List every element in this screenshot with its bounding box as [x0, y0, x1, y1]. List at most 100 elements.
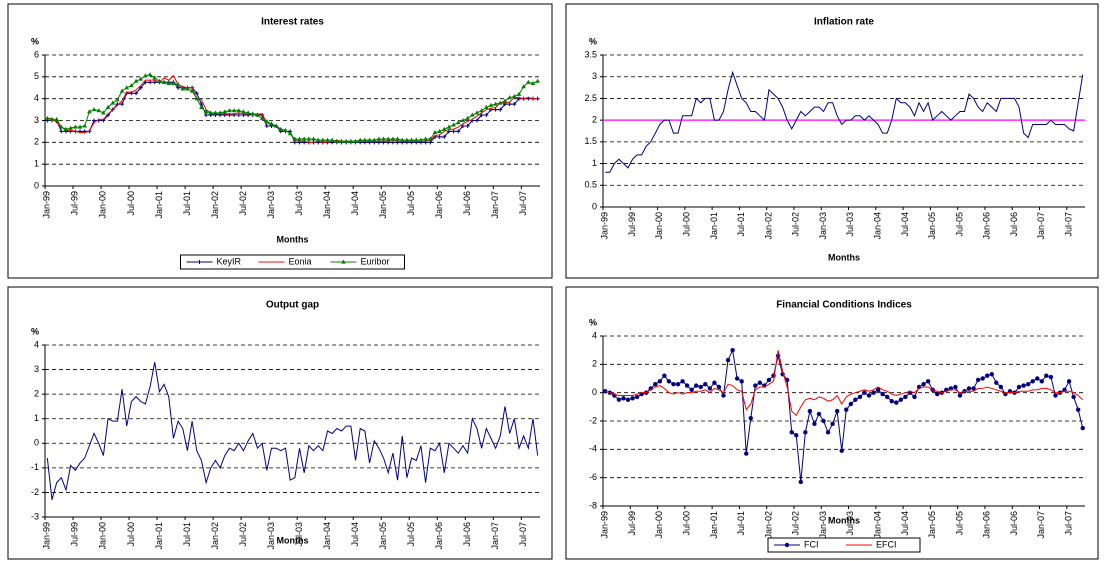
point — [418, 137, 424, 142]
x-tick-label: Jul-01 — [736, 212, 746, 237]
point — [73, 124, 78, 129]
point — [634, 394, 640, 400]
y-tick-label: 2 — [34, 389, 39, 399]
point — [231, 108, 237, 113]
point — [1021, 383, 1026, 388]
x-tick-label: Jan-07 — [490, 522, 500, 550]
x-tick-label: Jul-01 — [736, 511, 746, 536]
point — [171, 80, 176, 85]
y-tick-label: 2.5 — [584, 93, 597, 103]
point — [474, 110, 480, 115]
x-tick-label: Jul-99 — [70, 522, 80, 547]
point — [1053, 393, 1058, 398]
point — [912, 394, 917, 400]
x-tick-label: Jul-00 — [681, 511, 691, 536]
y-axis-label: % — [31, 36, 39, 46]
point — [236, 108, 242, 113]
point — [921, 381, 926, 387]
x-tick-label: Jul-03 — [845, 511, 855, 536]
point — [616, 397, 622, 402]
point — [197, 260, 202, 264]
point — [493, 107, 498, 112]
point — [204, 113, 209, 118]
point — [120, 102, 125, 107]
x-tick-label: Jul-02 — [791, 212, 801, 237]
point — [152, 75, 158, 80]
x-tick-label: Jan-00 — [98, 522, 108, 550]
point — [507, 95, 512, 100]
x-axis-label: Months — [828, 515, 860, 525]
y-tick-label: 1.5 — [584, 136, 597, 146]
y-tick-label: 3 — [592, 71, 597, 81]
y-tick-label: -3 — [31, 511, 39, 521]
x-tick-label: Jan-06 — [982, 212, 992, 240]
point — [716, 384, 722, 390]
point — [59, 124, 64, 129]
point — [189, 88, 195, 93]
x-tick-label: Jul-04 — [350, 522, 360, 547]
point — [297, 136, 302, 141]
point — [357, 137, 363, 142]
x-tick-label: Jul-99 — [627, 511, 637, 536]
point — [957, 393, 963, 398]
series-line — [605, 70, 1084, 173]
x-tick-label: Jul-04 — [900, 511, 910, 536]
point — [1016, 384, 1022, 390]
x-tick-label: Jul-04 — [900, 212, 910, 237]
point — [460, 123, 465, 128]
x-tick-label: Jul-05 — [406, 522, 416, 547]
x-tick-label: Jan-06 — [982, 511, 992, 539]
y-tick-label: 5 — [34, 71, 39, 81]
point — [147, 72, 153, 77]
panel-border — [7, 286, 553, 560]
point — [825, 430, 831, 435]
point — [250, 111, 256, 116]
point — [115, 97, 120, 102]
point — [329, 137, 335, 142]
point — [311, 136, 316, 141]
point — [671, 381, 676, 387]
point — [432, 130, 438, 135]
point — [320, 137, 326, 142]
point — [1030, 379, 1035, 384]
point — [680, 379, 685, 384]
x-tick-label: Jan-00 — [654, 511, 664, 539]
series-line — [47, 74, 538, 142]
point — [469, 112, 475, 117]
point — [259, 115, 265, 120]
point — [437, 128, 442, 134]
point — [446, 124, 452, 129]
point — [301, 136, 307, 141]
x-tick-label: Jul-03 — [294, 522, 304, 547]
x-tick-label: Jul-07 — [518, 522, 528, 547]
series-line — [605, 348, 1084, 482]
point — [283, 127, 288, 132]
y-tick-label: 1 — [34, 413, 39, 423]
x-tick-label: Jul-99 — [627, 212, 637, 237]
y-tick-label: 4 — [34, 93, 39, 103]
point — [87, 109, 92, 114]
point — [866, 393, 872, 398]
point — [451, 129, 456, 134]
x-tick-label: Jul-07 — [1063, 212, 1073, 237]
point — [857, 394, 863, 400]
y-tick-label: -2 — [31, 487, 39, 497]
point — [521, 84, 526, 89]
point — [798, 479, 804, 485]
point — [498, 107, 503, 112]
x-tick-label: Jul-00 — [681, 212, 691, 237]
point — [757, 380, 763, 385]
point — [1044, 373, 1049, 378]
x-axis-label: Months — [277, 234, 309, 244]
x-tick-label: Jan-06 — [434, 191, 444, 219]
point — [138, 85, 143, 90]
x-tick-label: Jan-99 — [42, 191, 52, 219]
point — [1048, 374, 1054, 380]
point — [898, 397, 904, 402]
point — [236, 113, 241, 118]
x-tick-label: Jan-03 — [818, 511, 828, 539]
point — [484, 113, 489, 118]
point — [694, 383, 699, 388]
point — [721, 393, 726, 398]
